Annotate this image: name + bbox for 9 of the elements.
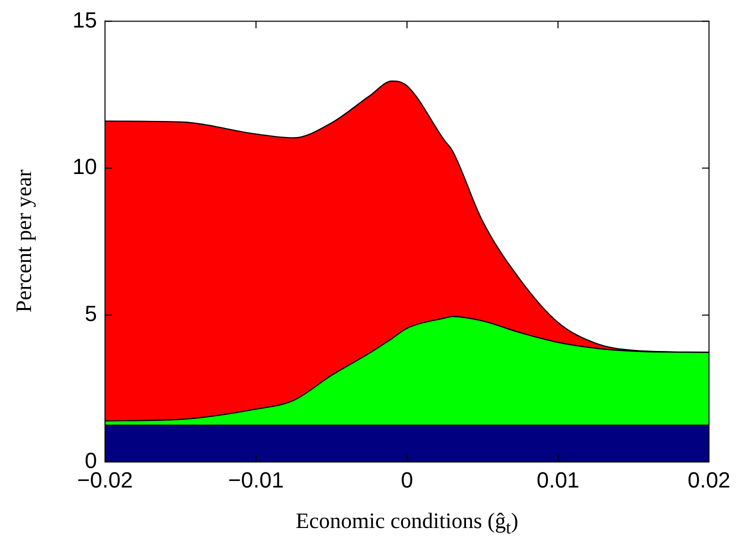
y-tick-label: 10 [72, 154, 97, 180]
x-axis-title: Economic conditions (ĝ$_{t}$) [294, 508, 520, 538]
x-tick-label: −0.01 [228, 467, 284, 492]
y-tick-label: 15 [72, 7, 97, 32]
y-axis-title: Percent per year [11, 170, 37, 312]
x-tick-label: 0.01 [536, 467, 580, 492]
x-tick-label: 0 [400, 467, 414, 492]
x-tick-label: 0.02 [688, 467, 730, 492]
y-tick-label: 5 [84, 301, 97, 326]
